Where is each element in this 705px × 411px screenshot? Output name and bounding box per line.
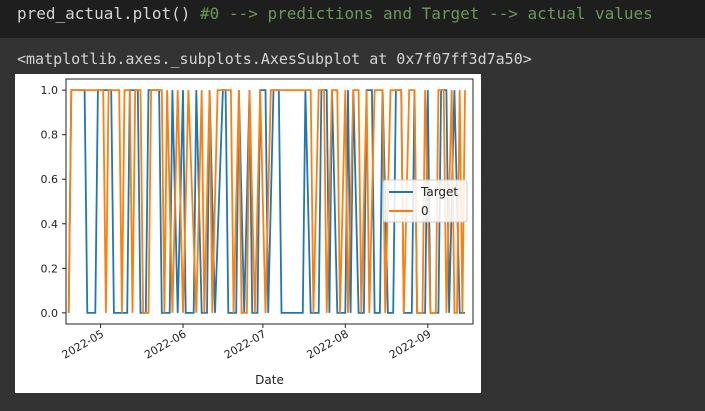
legend-label: Target: [420, 185, 458, 199]
x-tick-label: 2022-08: [305, 327, 351, 361]
x-tick-label: 2022-07: [222, 327, 268, 361]
code-comment: #0 --> predictions and Target --> actual…: [190, 4, 653, 23]
y-tick-label: 0.4: [41, 218, 59, 231]
output-repr: <matplotlib.axes._subplots.AxesSubplot a…: [17, 50, 532, 68]
legend: Target 0: [382, 179, 468, 223]
y-tick-label: 1.0: [41, 84, 59, 97]
x-axis-label: Date: [255, 373, 284, 387]
code-line[interactable]: pred_actual.plot() #0 --> predictions an…: [17, 4, 653, 24]
y-tick-label: 0.6: [41, 173, 59, 186]
plot-figure: 0.0 0.2 0.4 0.6 0.8 1.0 2022-05 2022-06 2022-07 2…: [15, 74, 481, 393]
line-chart: 0.0 0.2 0.4 0.6 0.8 1.0 2022-05 2022-06 2022-07 2…: [41, 78, 474, 387]
x-tick-label: 2022-09: [387, 327, 433, 361]
x-tick-label: 2022-06: [142, 327, 188, 361]
x-tick-label: 2022-05: [60, 327, 106, 361]
series-layer: [67, 89, 466, 314]
y-tick-label: 0.0: [41, 307, 59, 320]
code-cell[interactable]: pred_actual.plot() #0 --> predictions an…: [0, 0, 705, 38]
legend-label: 0: [421, 204, 429, 218]
plot-frame: [65, 78, 474, 325]
y-tick-label: 0.8: [41, 129, 59, 142]
code-statement: pred_actual.plot(): [17, 4, 191, 23]
y-tick-label: 0.2: [41, 262, 59, 275]
series-line-0: [67, 89, 466, 314]
